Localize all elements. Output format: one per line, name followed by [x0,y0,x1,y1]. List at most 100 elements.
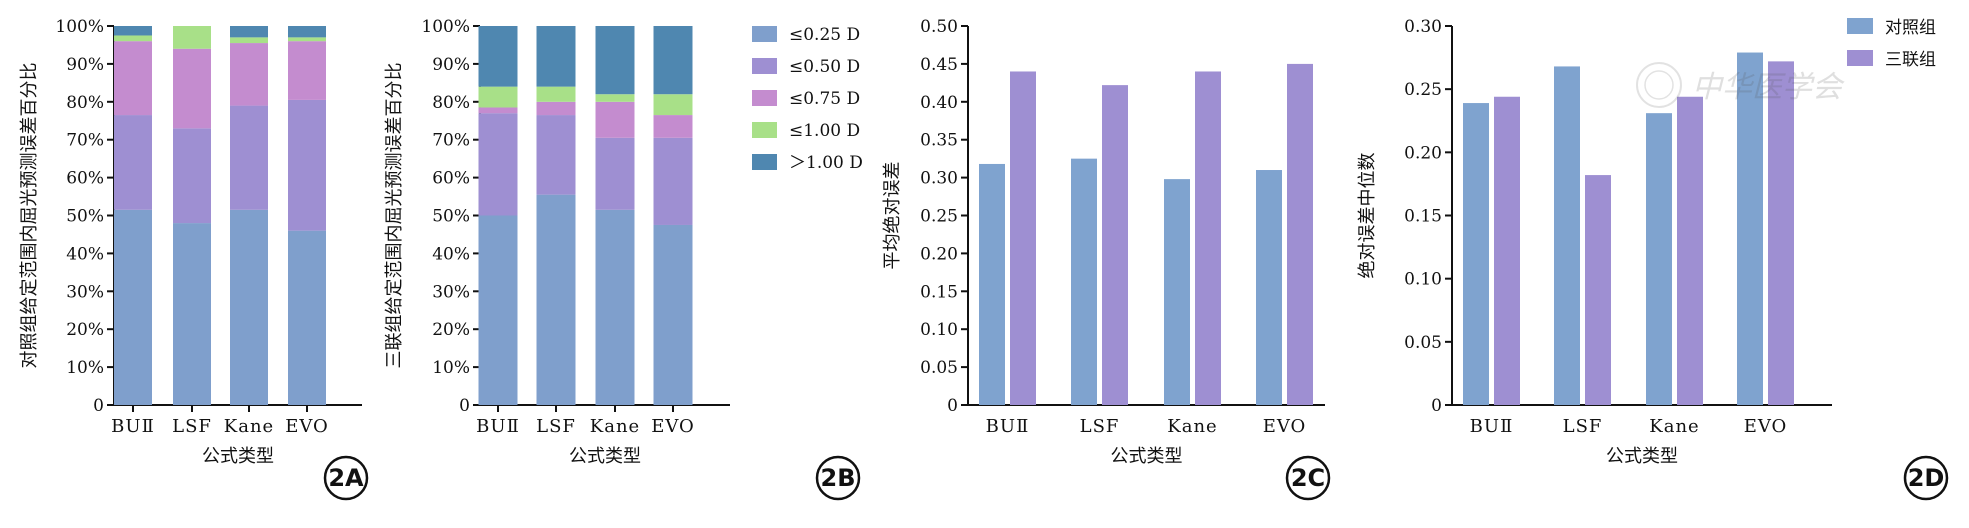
bar [1256,170,1282,405]
x-tick-label: BUⅡ [476,416,520,437]
bar-segment [653,26,693,95]
bar-segment [114,115,152,210]
y-axis-title: 平均绝对误差 [882,162,903,270]
bar [1554,66,1580,405]
bar-segment [173,128,211,224]
legend-swatch [752,90,777,106]
bar-segment [114,41,152,116]
bar-segment [114,209,152,405]
bar-segment [536,194,576,405]
bar [1463,103,1489,406]
y-tick-label: 40% [432,244,470,264]
y-tick-label: 0.25 [920,207,958,227]
panel-badge: 2B [821,464,856,492]
y-tick-label: 100% [55,17,104,37]
panel-badge-circle [815,455,861,501]
watermark-seal-inner [1644,70,1674,100]
y-tick-label: 0 [459,396,470,416]
bar-segment [173,223,211,405]
x-tick-label: EVO [651,416,695,437]
bar-segment [536,26,576,87]
y-tick-label: 60% [432,169,470,189]
x-axis-title: 公式类型 [569,446,641,467]
y-tick-label: 80% [432,93,470,113]
watermark: 中华医学会 [1636,62,1845,108]
y-tick-label: 0.40 [920,93,958,113]
legend-stacked: ≤0.25 D ≤0.50 D ≤0.75 D ≤1.00 D ＞1.00 D [752,25,863,173]
y-tick-label: 0.15 [920,282,958,302]
panel-badge: 2C [1291,464,1325,492]
bar [979,163,1005,405]
bar-segment [478,86,518,108]
y-tick-label: 0.30 [1404,17,1442,37]
y-tick-label: 0.05 [1404,333,1442,353]
bar [1737,52,1763,405]
x-tick-label: LSF [172,416,212,437]
bar-segment [288,26,326,38]
panel-badge: 2D [1908,464,1945,492]
x-axis-title: 公式类型 [202,446,274,467]
x-tick-label: Kane [1649,416,1699,437]
y-tick-label: 10% [66,358,104,378]
legend-swatch [752,122,777,138]
bar [1585,175,1611,405]
bar [1677,96,1703,405]
x-tick-label: LSF [1080,416,1120,437]
bar [1102,85,1128,406]
bar [1287,63,1313,406]
bar-segment [595,101,635,138]
bar-segment [536,86,576,102]
bar-segment [288,99,326,231]
bar [1071,158,1097,405]
bar-segment [595,137,635,210]
bar-segment [230,26,268,38]
y-tick-label: 80% [66,93,104,113]
y-tick-label: 0 [1431,396,1442,416]
bar-segment [653,224,693,405]
bar-segment [595,94,635,102]
legend-swatch [752,58,777,74]
bar-segment [478,107,518,114]
panel-badge-circle [1285,455,1331,501]
bar-segment [173,26,211,49]
bar-segment [288,37,326,42]
legend-label: ≤0.25 D [789,25,860,45]
y-axis-title: 对照组给定范围内屈光预测误差百分比 [19,63,40,369]
bar-segment [536,115,576,195]
bar-segment [653,137,693,225]
y-tick-label: 0.45 [920,55,958,75]
y-tick-label: 0.35 [920,131,958,151]
legend-label: ≤1.00 D [789,121,860,141]
bar-segment [478,113,518,216]
y-tick-label: 40% [66,244,104,264]
legend-swatch [1847,18,1873,34]
x-tick-label: EVO [1744,416,1788,437]
bar-segment [653,94,693,116]
bar-segment [653,115,693,138]
y-tick-label: 50% [66,207,104,227]
watermark-text: 中华医学会 [1692,70,1845,105]
bar-segment [595,209,635,405]
bar-segment [288,41,326,100]
x-tick-label: Kane [224,416,274,437]
y-tick-label: 100% [421,17,470,37]
x-tick-label: BUⅡ [986,416,1030,437]
x-tick-label: Kane [1167,416,1217,437]
y-tick-label: 20% [66,320,104,340]
bar-segment [595,26,635,95]
y-tick-label: 10% [432,358,470,378]
x-tick-label: EVO [1263,416,1307,437]
y-tick-label: 30% [432,282,470,302]
legend-label: ≤0.75 D [789,89,860,109]
y-tick-label: 0.05 [920,358,958,378]
chart-2B: 0 10% 20% 30% 40% 50% 60% 70% 80% 90% 100% BUⅡ LSF Ka… [384,17,861,501]
panel-badge-circle [323,455,369,501]
y-tick-label: 0 [947,396,958,416]
bar-segment [230,209,268,405]
bar-segment [230,37,268,44]
legend-label: 对照组 [1885,18,1936,38]
bar-segment [288,230,326,405]
chart-2D: 0 0.05 0.10 0.15 0.20 0.25 0.30 BUⅡ LSF Kane EVO 公式… [1357,17,1949,501]
y-tick-label: 0.20 [1404,143,1442,163]
